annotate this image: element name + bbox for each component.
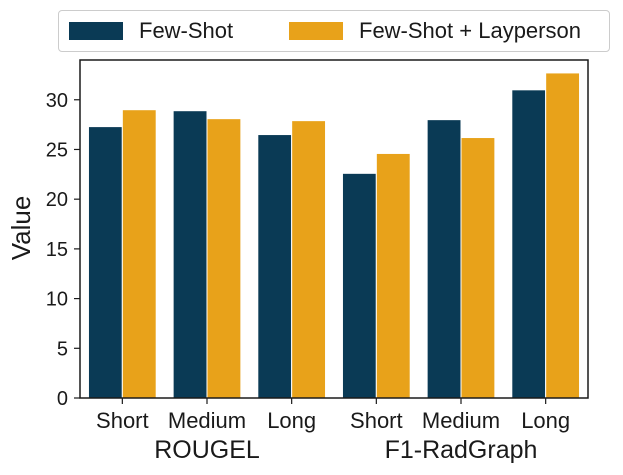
bar-few-shot-1 (172, 110, 208, 399)
bar-few-shot-layperson-4 (460, 137, 496, 399)
x-tick-label: Medium (168, 408, 246, 433)
bar-few-shot-5 (511, 89, 547, 399)
y-axis-label: Value (6, 196, 36, 261)
y-tick-label: 30 (46, 90, 68, 112)
y-tick-label: 15 (46, 239, 68, 261)
legend: Few-Shot Few-Shot + Layperson (58, 10, 610, 52)
legend-label-few-shot-layperson: Few-Shot + Layperson (359, 18, 581, 43)
bar-few-shot-2 (257, 134, 293, 399)
group-label: ROUGEL (154, 436, 260, 464)
bars-layer (87, 72, 581, 399)
axes-layer: Short Medium Long Short Medium Long ROUGEL F1-R… (46, 59, 589, 464)
bar-few-shot-layperson-2 (291, 120, 327, 399)
x-tick-label: Long (267, 408, 316, 433)
legend-swatch-few-shot (69, 22, 123, 40)
legend-item-few-shot: Few-Shot (69, 11, 233, 51)
legend-label-few-shot: Few-Shot (139, 18, 234, 43)
x-tick-label: Long (521, 408, 570, 433)
y-tick-label: 0 (57, 388, 68, 410)
y-tick-label: 10 (46, 289, 68, 311)
bar-few-shot-layperson-5 (545, 72, 581, 399)
y-tick-label: 20 (46, 189, 68, 211)
x-tick-label: Short (350, 408, 403, 433)
bar-few-shot-4 (426, 119, 462, 399)
group-label: F1-RadGraph (385, 436, 538, 464)
x-tick-label: Medium (422, 408, 500, 433)
y-tick-label: 5 (57, 338, 68, 360)
bar-few-shot-3 (341, 172, 377, 399)
plot-frame (79, 59, 589, 399)
bar-few-shot-layperson-1 (206, 118, 242, 399)
legend-swatch-few-shot-layperson (289, 22, 343, 40)
y-tick-label: 25 (46, 139, 68, 161)
bar-few-shot-layperson-0 (121, 109, 157, 399)
bar-few-shot-layperson-3 (375, 152, 411, 399)
legend-item-few-shot-layperson: Few-Shot + Layperson (289, 11, 581, 51)
bar-few-shot-0 (87, 126, 123, 399)
x-tick-label: Short (96, 408, 149, 433)
